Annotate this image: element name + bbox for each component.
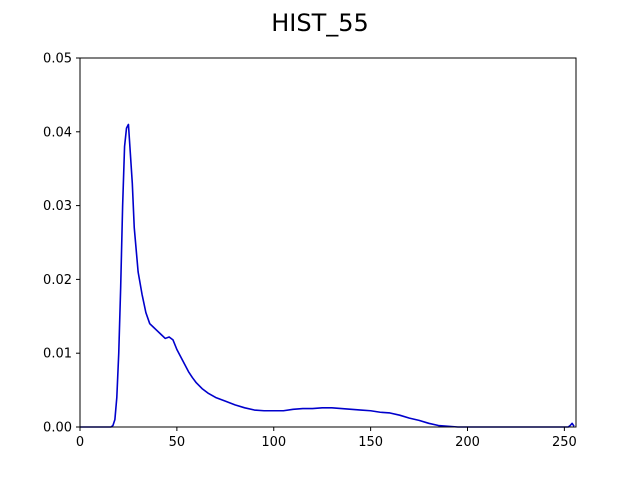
- plot-frame: [79, 57, 577, 428]
- x-tick-label: 50: [169, 435, 186, 450]
- y-tick-label: 0.02: [43, 273, 72, 288]
- x-tick-label: 250: [552, 435, 577, 450]
- series-line-0: [80, 123, 575, 428]
- y-tick-label: 0.03: [43, 199, 72, 214]
- x-tick-label: 0: [76, 435, 84, 450]
- plot-area: 0 50 100 150 200 250 0.00 0.01 0.02 0.03 0.04 0.05: [43, 52, 577, 451]
- chart-title: HIST_55: [271, 9, 369, 37]
- x-tick-label: 150: [358, 435, 383, 450]
- y-tick-label: 0.01: [43, 347, 72, 362]
- x-tick-label: 100: [261, 435, 286, 450]
- y-tick-label: 0.00: [43, 421, 72, 436]
- x-tick-label: 200: [455, 435, 480, 450]
- y-tick-label: 0.04: [43, 125, 72, 140]
- y-tick-label: 0.05: [43, 52, 72, 67]
